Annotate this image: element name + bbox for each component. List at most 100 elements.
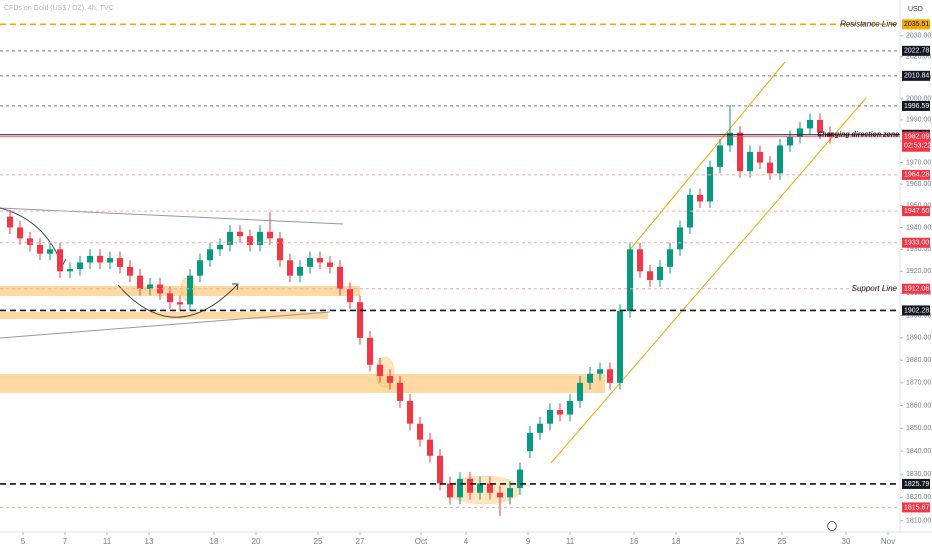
level-label: 2035.51 bbox=[904, 21, 929, 28]
level-label: 1964.28 bbox=[904, 172, 929, 179]
y-tick-label: 1840.00 bbox=[906, 448, 931, 455]
y-tick-label: 1960.00 bbox=[906, 181, 931, 188]
level-badge bbox=[902, 169, 930, 180]
x-tick-label: 11 bbox=[566, 537, 575, 546]
level-label: 1825.79 bbox=[904, 481, 929, 488]
level-name: Changing direction zone bbox=[817, 132, 899, 139]
x-tick-label: Nov bbox=[881, 537, 895, 546]
candle-body bbox=[257, 231, 263, 245]
candle-body bbox=[97, 255, 103, 263]
candle-body bbox=[787, 136, 793, 146]
y-tick-label: 1890.00 bbox=[906, 335, 931, 342]
candle-body bbox=[567, 400, 573, 415]
y-tick-label: 1830.00 bbox=[906, 471, 931, 478]
arc bbox=[0, 207, 63, 266]
candle-body bbox=[607, 369, 613, 383]
candle-body bbox=[517, 469, 523, 489]
y-tick-label: 1950.00 bbox=[906, 203, 931, 210]
level-badge bbox=[902, 502, 930, 513]
y-tick-label: 1810.00 bbox=[906, 517, 931, 524]
y-tick-label: 1970.00 bbox=[906, 159, 931, 166]
x-tick-label: 25 bbox=[778, 537, 787, 546]
candle-body bbox=[527, 432, 533, 452]
y-tick-label: 1850.00 bbox=[906, 425, 931, 432]
x-tick-label: 7 bbox=[63, 537, 68, 546]
y-tick-label: 2000.00 bbox=[906, 96, 931, 103]
candle-body bbox=[17, 227, 23, 239]
candle-body bbox=[407, 400, 413, 424]
candle-body bbox=[707, 166, 713, 202]
candle-body bbox=[267, 231, 273, 239]
candle-body bbox=[807, 119, 813, 129]
x-tick-label: 5 bbox=[21, 537, 26, 546]
candle-body bbox=[357, 302, 363, 338]
candle-body bbox=[557, 410, 563, 415]
candle-body bbox=[7, 216, 13, 228]
level-badge bbox=[902, 19, 930, 30]
clock-icon[interactable] bbox=[827, 521, 837, 531]
candle-body bbox=[497, 492, 503, 498]
x-tick-label: Oct bbox=[415, 537, 428, 546]
x-tick-label: 25 bbox=[314, 537, 323, 546]
candle-body bbox=[347, 288, 353, 303]
x-tick-label: 23 bbox=[736, 537, 745, 546]
level-badge bbox=[902, 283, 930, 294]
candle-body bbox=[317, 258, 323, 263]
y-tick-label: 1920.00 bbox=[906, 268, 931, 275]
candle-body bbox=[47, 249, 53, 254]
candle-body bbox=[427, 439, 433, 456]
candle-body bbox=[107, 258, 113, 263]
candle-body bbox=[197, 260, 203, 276]
level-label: 1982.09 bbox=[904, 134, 929, 141]
y-tick-label: 1990.00 bbox=[906, 117, 931, 124]
candle-body bbox=[587, 373, 593, 383]
level-label: 1815.67 bbox=[904, 504, 929, 511]
candle-body bbox=[697, 194, 703, 202]
candle-body bbox=[327, 262, 333, 267]
y-tick-label: 1870.00 bbox=[906, 380, 931, 387]
candle-body bbox=[487, 483, 493, 493]
candle-body bbox=[367, 337, 373, 365]
candle-body bbox=[617, 311, 623, 383]
x-tick-label: 30 bbox=[842, 537, 851, 546]
candle-body bbox=[127, 266, 133, 276]
level-name: Support Line bbox=[852, 284, 898, 293]
candle-body bbox=[717, 145, 723, 167]
candle-body bbox=[137, 275, 143, 289]
candle-body bbox=[167, 293, 173, 303]
candle-body bbox=[537, 423, 543, 433]
level-label: 1996.59 bbox=[904, 103, 929, 110]
candle-body bbox=[387, 376, 393, 383]
candle-body bbox=[667, 249, 673, 267]
x-tick-label: 20 bbox=[252, 537, 261, 546]
candle-body bbox=[227, 231, 233, 245]
candle-body bbox=[817, 119, 823, 133]
channel-line bbox=[627, 61, 786, 253]
candle-body bbox=[447, 483, 453, 498]
y-tick-label: 1820.00 bbox=[906, 494, 931, 501]
y-tick-label: 1900.00 bbox=[906, 312, 931, 319]
level-label: 1947.50 bbox=[904, 208, 929, 215]
candle-body bbox=[507, 488, 513, 498]
candle-body bbox=[377, 364, 383, 377]
candle-body bbox=[797, 128, 803, 137]
y-tick-label: 2030.00 bbox=[906, 33, 931, 40]
zone bbox=[0, 374, 605, 393]
candle-body bbox=[597, 369, 603, 374]
level-badge bbox=[902, 100, 930, 111]
candle-body bbox=[767, 162, 773, 174]
x-tick-label: 18 bbox=[210, 537, 219, 546]
candle-body bbox=[87, 255, 93, 263]
candle-body bbox=[217, 244, 223, 250]
level-label: 1933.00 bbox=[904, 240, 929, 247]
y-tick-label: 1930.00 bbox=[906, 246, 931, 253]
candle-body bbox=[547, 410, 553, 424]
candle-body bbox=[247, 236, 253, 245]
candle-body bbox=[187, 275, 193, 305]
arc bbox=[117, 283, 239, 318]
candle-body bbox=[417, 423, 423, 440]
zone bbox=[0, 286, 360, 296]
level-label: 2022.78 bbox=[904, 48, 929, 55]
y-tick-label: 1860.00 bbox=[906, 402, 931, 409]
